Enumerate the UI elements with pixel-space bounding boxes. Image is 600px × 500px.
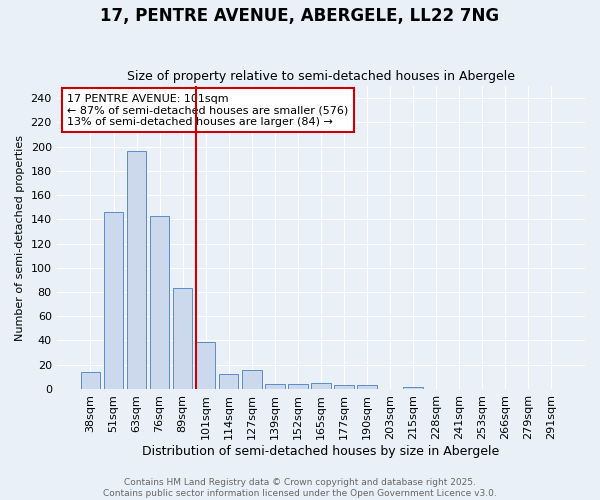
Bar — [288, 384, 308, 389]
Bar — [196, 342, 215, 389]
Bar — [80, 372, 100, 389]
Bar — [173, 288, 193, 389]
Bar — [219, 374, 238, 389]
Bar — [311, 383, 331, 389]
Text: 17 PENTRE AVENUE: 101sqm
← 87% of semi-detached houses are smaller (576)
13% of : 17 PENTRE AVENUE: 101sqm ← 87% of semi-d… — [67, 94, 349, 127]
Text: Contains HM Land Registry data © Crown copyright and database right 2025.
Contai: Contains HM Land Registry data © Crown c… — [103, 478, 497, 498]
Bar — [127, 152, 146, 389]
Text: 17, PENTRE AVENUE, ABERGELE, LL22 7NG: 17, PENTRE AVENUE, ABERGELE, LL22 7NG — [100, 8, 500, 26]
Bar — [334, 386, 353, 389]
Bar — [403, 386, 423, 389]
Bar — [265, 384, 284, 389]
Bar — [242, 370, 262, 389]
Y-axis label: Number of semi-detached properties: Number of semi-detached properties — [15, 134, 25, 340]
Bar — [357, 386, 377, 389]
Bar — [104, 212, 123, 389]
Title: Size of property relative to semi-detached houses in Abergele: Size of property relative to semi-detach… — [127, 70, 515, 84]
X-axis label: Distribution of semi-detached houses by size in Abergele: Distribution of semi-detached houses by … — [142, 444, 499, 458]
Bar — [150, 216, 169, 389]
